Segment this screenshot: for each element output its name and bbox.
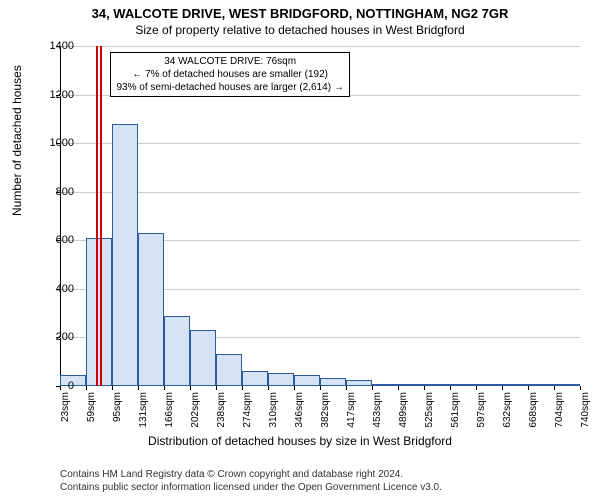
chart-title-sub: Size of property relative to detached ho… bbox=[0, 21, 600, 37]
x-tick-mark bbox=[86, 386, 87, 390]
histogram-bar bbox=[268, 373, 294, 386]
x-tick-label: 597sqm bbox=[476, 392, 487, 442]
callout-box: 34 WALCOTE DRIVE: 76sqm← 7% of detached … bbox=[110, 52, 349, 97]
x-tick-label: 382sqm bbox=[320, 392, 331, 442]
x-tick-label: 561sqm bbox=[450, 392, 461, 442]
x-tick-label: 310sqm bbox=[268, 392, 279, 442]
y-tick-label: 400 bbox=[44, 283, 74, 295]
x-tick-mark bbox=[320, 386, 321, 390]
x-tick-label: 740sqm bbox=[580, 392, 591, 442]
x-tick-mark bbox=[138, 386, 139, 390]
histogram-bar bbox=[528, 384, 554, 386]
x-tick-label: 95sqm bbox=[112, 392, 123, 442]
x-tick-mark bbox=[476, 386, 477, 390]
y-tick-label: 800 bbox=[44, 186, 74, 198]
x-tick-mark bbox=[502, 386, 503, 390]
callout-line-1: 34 WALCOTE DRIVE: 76sqm bbox=[116, 55, 343, 68]
histogram-bar bbox=[398, 384, 424, 386]
grid-line bbox=[60, 143, 580, 144]
y-tick-label: 200 bbox=[44, 331, 74, 343]
credits-line-1: Contains HM Land Registry data © Crown c… bbox=[60, 468, 442, 481]
x-tick-label: 346sqm bbox=[294, 392, 305, 442]
chart-plot-area: 34 WALCOTE DRIVE: 76sqm← 7% of detached … bbox=[60, 46, 580, 386]
histogram-bar bbox=[502, 384, 528, 386]
histogram-bar bbox=[242, 371, 268, 386]
grid-line bbox=[60, 192, 580, 193]
x-tick-mark bbox=[294, 386, 295, 390]
marker-line bbox=[100, 46, 102, 386]
histogram-bar bbox=[112, 124, 138, 386]
x-tick-label: 489sqm bbox=[398, 392, 409, 442]
x-tick-label: 417sqm bbox=[346, 392, 357, 442]
histogram-bar bbox=[424, 384, 450, 386]
histogram-bar bbox=[476, 384, 502, 386]
x-tick-mark bbox=[242, 386, 243, 390]
marker-line bbox=[96, 46, 98, 386]
chart-container: 34, WALCOTE DRIVE, WEST BRIDGFORD, NOTTI… bbox=[0, 0, 600, 500]
x-tick-mark bbox=[424, 386, 425, 390]
histogram-bar bbox=[294, 375, 320, 386]
histogram-bar bbox=[190, 330, 216, 386]
x-tick-mark bbox=[216, 386, 217, 390]
x-tick-label: 59sqm bbox=[86, 392, 97, 442]
x-tick-label: 632sqm bbox=[502, 392, 513, 442]
x-tick-label: 525sqm bbox=[424, 392, 435, 442]
grid-line bbox=[60, 46, 580, 47]
histogram-bar bbox=[138, 233, 164, 386]
x-tick-mark bbox=[112, 386, 113, 390]
x-tick-label: 202sqm bbox=[190, 392, 201, 442]
callout-line-2: ← 7% of detached houses are smaller (192… bbox=[116, 68, 343, 81]
x-tick-label: 453sqm bbox=[372, 392, 383, 442]
x-tick-mark bbox=[554, 386, 555, 390]
histogram-bar bbox=[346, 380, 372, 386]
x-tick-mark bbox=[268, 386, 269, 390]
credits-line-2: Contains public sector information licen… bbox=[60, 481, 442, 494]
histogram-bar bbox=[450, 384, 476, 386]
histogram-bar bbox=[554, 384, 580, 386]
x-tick-label: 704sqm bbox=[554, 392, 565, 442]
y-tick-label: 1000 bbox=[44, 137, 74, 149]
y-axis-label: Number of detached houses bbox=[10, 65, 24, 216]
x-tick-mark bbox=[528, 386, 529, 390]
callout-line-3: 93% of semi-detached houses are larger (… bbox=[116, 81, 343, 94]
x-tick-mark bbox=[190, 386, 191, 390]
x-tick-label: 166sqm bbox=[164, 392, 175, 442]
histogram-bar bbox=[372, 384, 398, 386]
x-tick-label: 23sqm bbox=[60, 392, 71, 442]
x-tick-mark bbox=[398, 386, 399, 390]
x-tick-mark bbox=[372, 386, 373, 390]
histogram-bar bbox=[320, 378, 346, 387]
credits-block: Contains HM Land Registry data © Crown c… bbox=[60, 468, 442, 494]
x-tick-label: 274sqm bbox=[242, 392, 253, 442]
x-tick-label: 668sqm bbox=[528, 392, 539, 442]
x-tick-mark bbox=[580, 386, 581, 390]
y-tick-label: 600 bbox=[44, 234, 74, 246]
x-tick-mark bbox=[346, 386, 347, 390]
y-tick-label: 1400 bbox=[44, 40, 74, 52]
chart-title-main: 34, WALCOTE DRIVE, WEST BRIDGFORD, NOTTI… bbox=[0, 0, 600, 21]
y-tick-label: 1200 bbox=[44, 89, 74, 101]
x-tick-label: 131sqm bbox=[138, 392, 149, 442]
histogram-bar bbox=[164, 316, 190, 386]
x-tick-mark bbox=[164, 386, 165, 390]
x-tick-label: 238sqm bbox=[216, 392, 227, 442]
histogram-bar bbox=[86, 238, 112, 386]
y-tick-label: 0 bbox=[44, 380, 74, 392]
histogram-bar bbox=[216, 354, 242, 386]
plot-region: 34 WALCOTE DRIVE: 76sqm← 7% of detached … bbox=[60, 46, 580, 386]
x-tick-mark bbox=[450, 386, 451, 390]
